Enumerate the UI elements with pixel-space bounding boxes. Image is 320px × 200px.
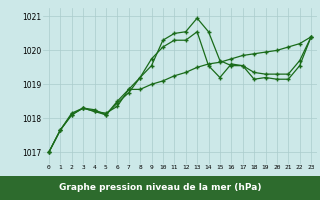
Text: Graphe pression niveau de la mer (hPa): Graphe pression niveau de la mer (hPa) (59, 184, 261, 192)
